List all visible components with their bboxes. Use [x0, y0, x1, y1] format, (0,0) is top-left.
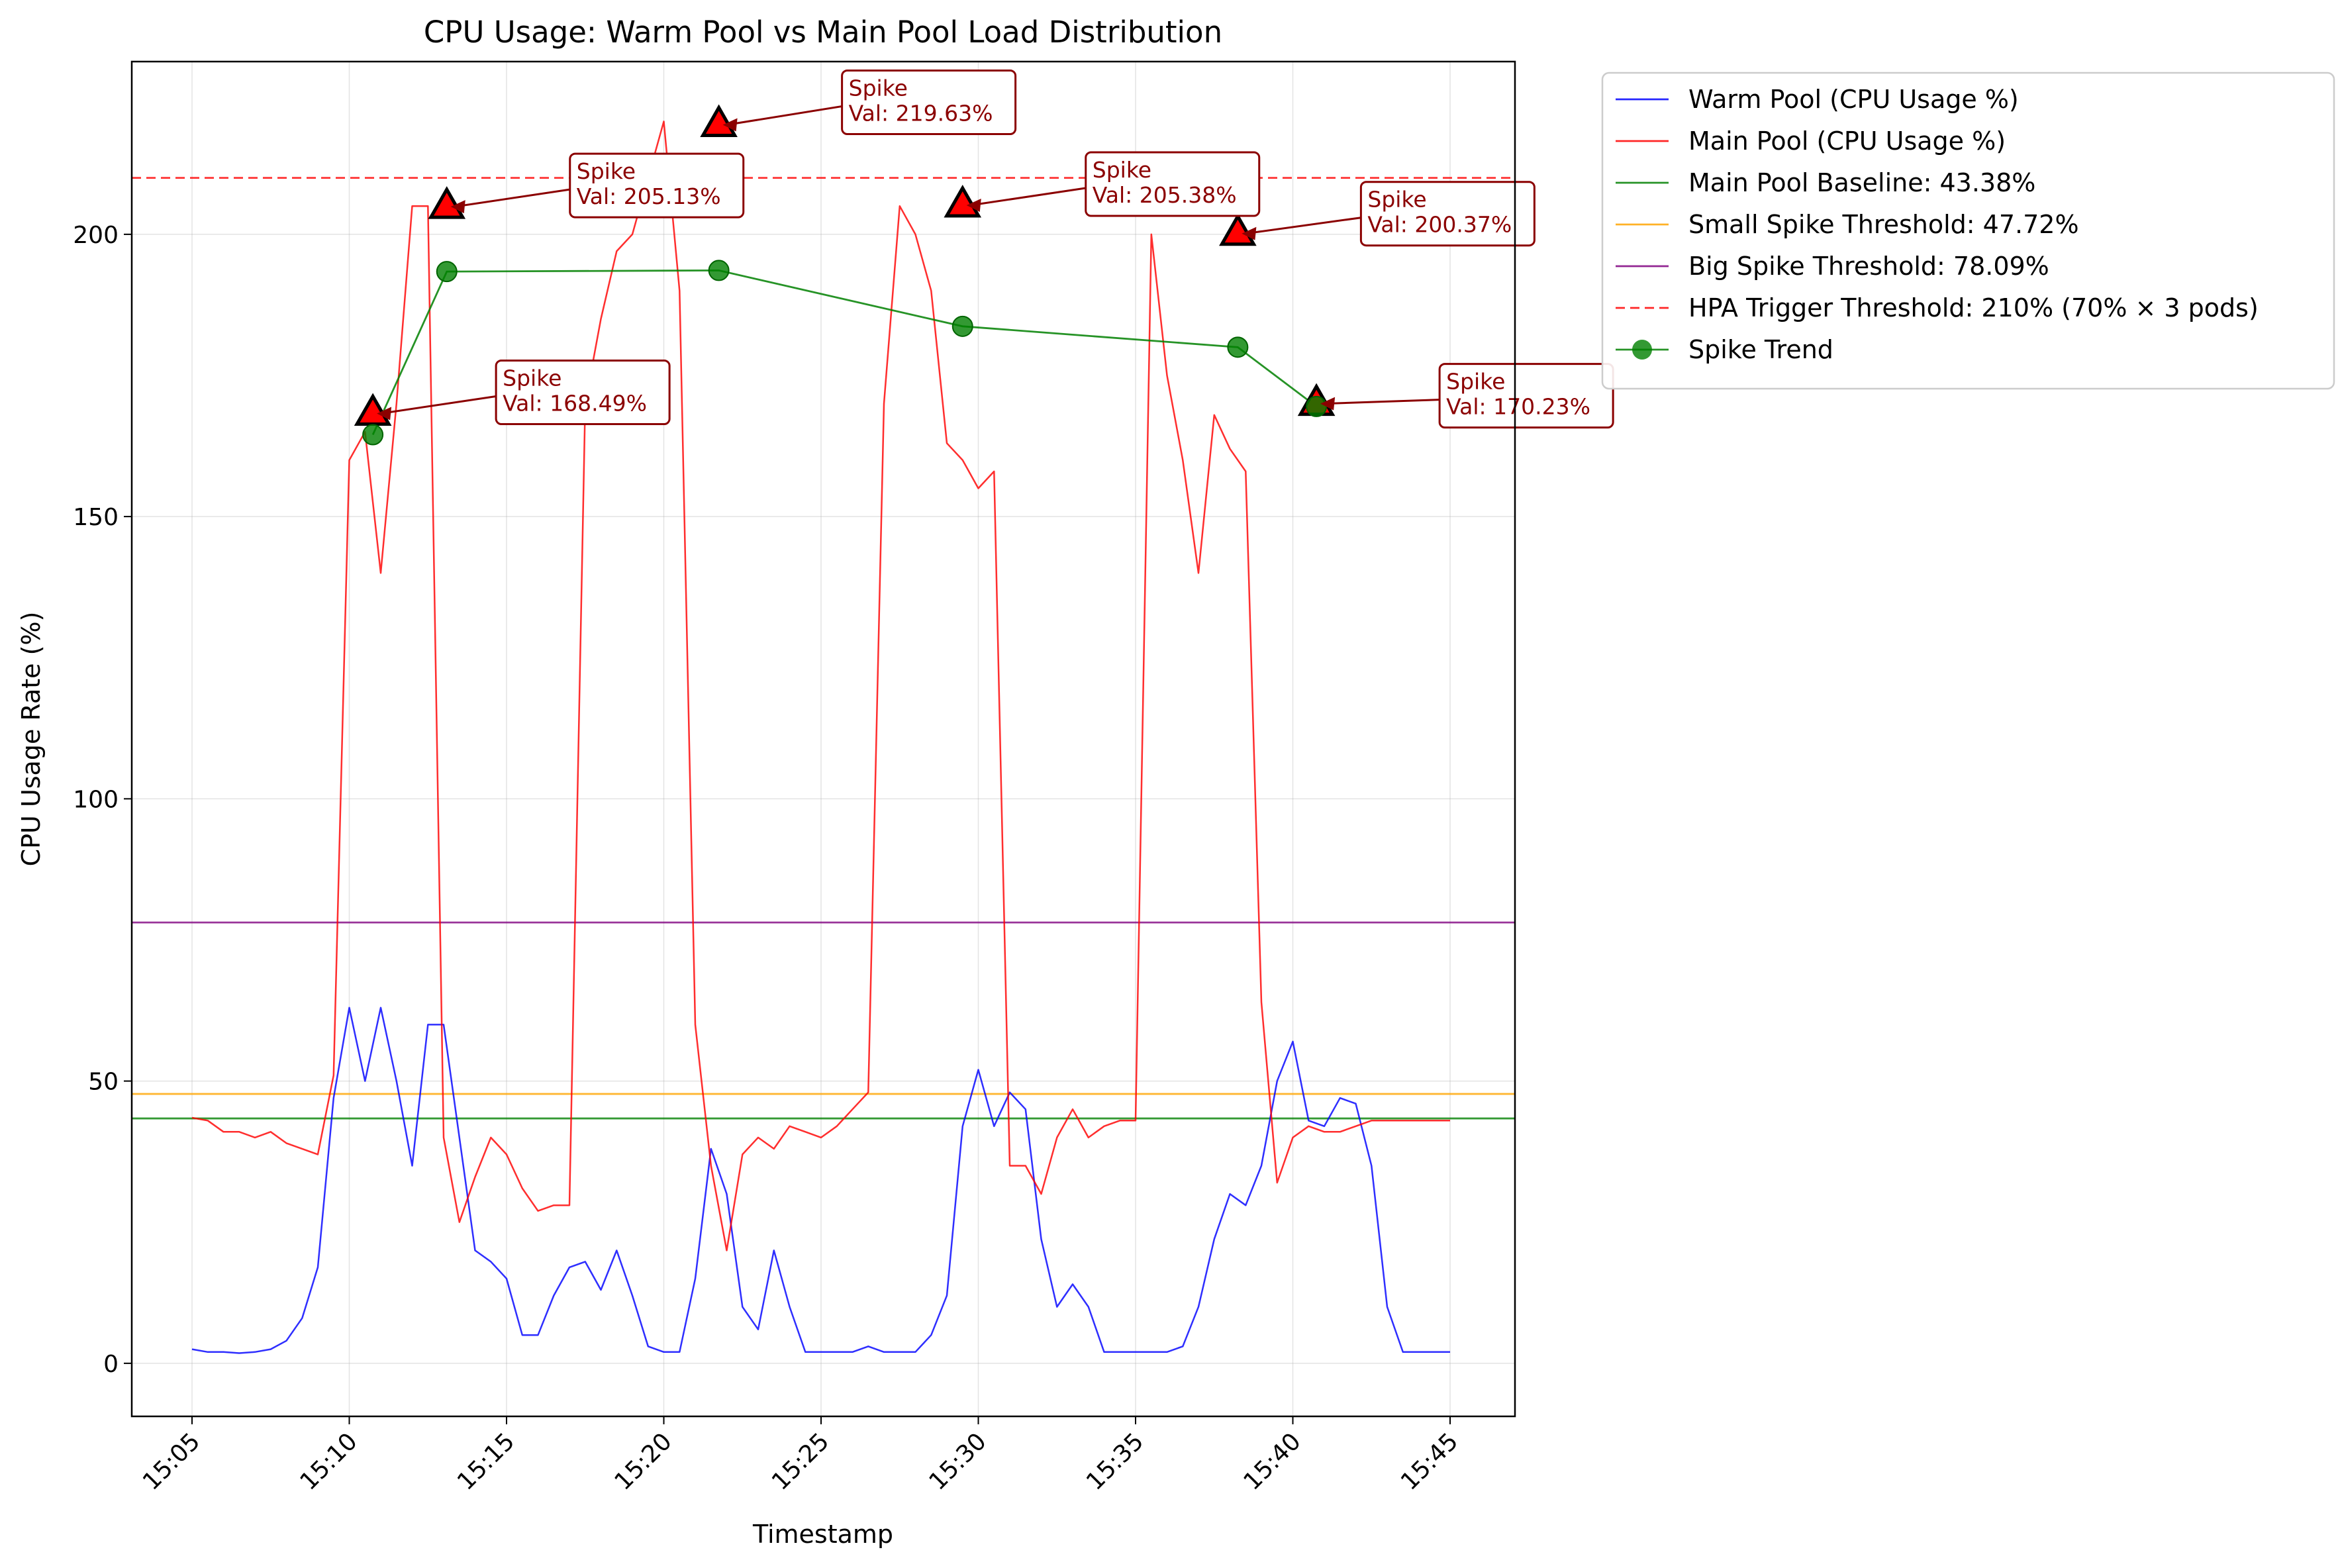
y-tick-label: 150 — [73, 504, 119, 531]
annotation-arrow — [970, 187, 1086, 207]
annotation-arrow — [726, 105, 842, 126]
spike-marker — [700, 104, 738, 138]
legend-swatch-marker — [1632, 340, 1652, 360]
spike-marker — [354, 393, 392, 426]
y-axis-ticks: 0 50 100 150 200 — [73, 222, 132, 1378]
legend-label: HPA Trigger Threshold: 210% (70% × 3 pod… — [1688, 293, 2259, 322]
reference-lines — [132, 177, 1515, 1120]
chart-title: CPU Usage: Warm Pool vs Main Pool Load D… — [424, 15, 1222, 50]
main-pool-line — [191, 121, 1450, 1251]
annotation-arrowhead — [450, 200, 465, 214]
y-axis-label: CPU Usage Rate (%) — [17, 612, 46, 867]
legend-label: Warm Pool (CPU Usage %) — [1688, 85, 2019, 114]
y-tick-label: 100 — [73, 786, 119, 813]
annotation-box — [841, 70, 1017, 136]
x-axis-label: Timestamp — [752, 1520, 893, 1549]
spike-trend-point — [362, 424, 384, 446]
annotation-text: Val: 219.63% — [849, 101, 993, 126]
annotation-text: Spike — [1093, 157, 1151, 183]
annotation-arrowhead — [1242, 226, 1257, 240]
plot-frame — [130, 60, 1516, 1418]
legend-label: Small Spike Threshold: 47.72% — [1688, 210, 2079, 239]
annotation-text: Spike — [849, 75, 908, 101]
legend-label: Main Pool Baseline: 43.38% — [1688, 168, 2035, 197]
annotation-arrow — [1324, 399, 1440, 405]
legend-label: Spike Trend — [1688, 335, 1833, 364]
y-tick-label: 0 — [103, 1351, 119, 1378]
spike-trend-line — [371, 269, 1317, 436]
annotation-arrowhead — [377, 407, 392, 420]
legend: Warm Pool (CPU Usage %) Main Pool (CPU Us… — [1601, 72, 2335, 390]
warm-pool-line — [191, 1006, 1450, 1354]
spike-marker — [944, 184, 982, 218]
annotation-arrowhead — [722, 118, 738, 132]
annotation-text: Spike — [503, 365, 561, 391]
annotation-text: Val: 168.49% — [503, 390, 647, 416]
annotation-text: Spike — [577, 158, 636, 184]
spike-trend-point — [708, 260, 730, 281]
annotation-box — [1438, 363, 1614, 429]
spike-trend-point — [1227, 336, 1249, 358]
annotation-box — [569, 152, 745, 219]
annotation-text: Val: 205.38% — [1093, 182, 1237, 208]
legend-box — [1601, 72, 2335, 390]
spike-markers — [354, 104, 1336, 446]
annotation-text: Val: 170.23% — [1446, 394, 1590, 420]
series-lines — [191, 121, 1450, 1354]
spike-marker — [428, 186, 466, 219]
annotation-arrow — [1245, 217, 1361, 235]
annotation-box — [1085, 151, 1261, 217]
y-tick-label: 200 — [73, 222, 119, 249]
annotation-arrow — [454, 188, 570, 208]
annotation-text: Spike — [1446, 369, 1505, 395]
annotation-box — [495, 359, 671, 425]
spike-trend-point — [951, 315, 973, 337]
grid-lines — [132, 62, 1515, 1416]
annotation-arrow — [380, 395, 497, 415]
legend-label: Main Pool (CPU Usage %) — [1688, 126, 2006, 156]
y-tick-label: 50 — [88, 1069, 119, 1096]
legend-label: Big Spike Threshold: 78.09% — [1688, 252, 2049, 281]
spike-trend-point — [1306, 395, 1328, 417]
annotation-arrowhead — [1320, 397, 1336, 411]
annotation-text: Spike — [1367, 187, 1426, 213]
spike-trend-point — [436, 261, 458, 283]
annotation-box — [1359, 181, 1536, 247]
spike-marker — [1219, 213, 1257, 246]
annotation-text: Val: 205.13% — [577, 183, 721, 209]
annotation-text: Val: 200.37% — [1367, 212, 1512, 238]
annotation-arrowhead — [966, 199, 981, 213]
